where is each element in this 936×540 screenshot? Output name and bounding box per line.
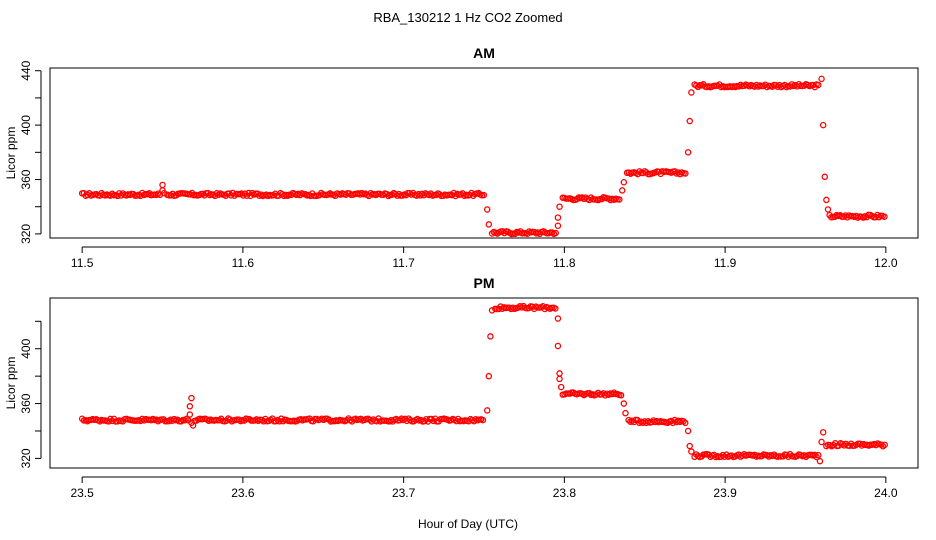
data-point xyxy=(556,375,563,383)
data-point xyxy=(488,307,496,314)
data-point xyxy=(78,415,86,423)
data-point xyxy=(189,422,197,429)
y-tick-label: 400 xyxy=(19,115,33,135)
x-tick-label: 23.9 xyxy=(713,486,737,500)
y-axis-label: Licor ppm xyxy=(4,357,18,410)
data-point xyxy=(557,383,565,391)
data-point xyxy=(682,419,689,427)
data-point xyxy=(483,206,491,213)
y-tick-label: 400 xyxy=(19,338,33,358)
data-point xyxy=(511,230,519,238)
data-point xyxy=(552,305,559,312)
x-tick-label: 23.6 xyxy=(231,486,255,500)
data-point xyxy=(556,203,563,210)
y-tick-label: 320 xyxy=(19,224,33,244)
panel-title: PM xyxy=(474,275,495,291)
x-tick-label: 11.8 xyxy=(553,256,576,270)
data-point xyxy=(618,187,626,194)
x-tick-label: 11.7 xyxy=(392,256,415,270)
plot-frame xyxy=(49,67,919,239)
plot-frame xyxy=(49,297,919,469)
data-point xyxy=(684,149,692,156)
data-point xyxy=(554,342,562,350)
data-point xyxy=(688,89,695,96)
x-axis-label: Hour of Day (UTC) xyxy=(418,517,518,531)
x-tick-label: 11.6 xyxy=(232,256,255,270)
data-point xyxy=(686,117,694,125)
y-tick-label: 360 xyxy=(19,393,33,413)
data-point xyxy=(682,170,689,177)
data-point xyxy=(240,192,247,199)
data-point xyxy=(586,389,593,397)
data-point xyxy=(688,448,695,455)
x-tick-label: 23.8 xyxy=(553,486,577,500)
data-point xyxy=(815,451,822,459)
data-point xyxy=(552,229,559,237)
data-point xyxy=(479,416,487,424)
data-point xyxy=(717,453,725,460)
y-tick-label: 320 xyxy=(19,448,33,468)
data-point xyxy=(686,442,694,450)
data-point xyxy=(625,416,632,424)
data-point xyxy=(694,83,702,91)
data-point xyxy=(819,121,827,129)
series-points xyxy=(78,302,888,465)
data-point xyxy=(824,206,832,213)
data-point xyxy=(818,438,825,446)
y-tick-label: 440 xyxy=(19,60,33,80)
data-point xyxy=(487,333,494,340)
x-tick-label: 11.5 xyxy=(71,256,94,270)
data-point xyxy=(554,222,562,230)
data-point xyxy=(622,409,629,417)
data-point xyxy=(159,181,166,189)
series-points xyxy=(78,75,888,238)
data-point xyxy=(819,429,827,436)
data-point xyxy=(617,392,625,399)
data-point xyxy=(821,173,829,181)
data-point xyxy=(554,315,562,322)
data-point xyxy=(160,189,168,197)
data-point xyxy=(818,75,825,83)
panel-title: AM xyxy=(473,45,495,61)
panel-am: AM 11.5 11.6 11.7 11.8 11.9 12.0 320 360 400 440 Li… xyxy=(4,45,919,270)
x-tick-label: 11.9 xyxy=(714,256,737,270)
x-tick-label: 23.5 xyxy=(70,486,94,500)
data-point xyxy=(485,221,493,228)
x-tick-label: 12.0 xyxy=(874,256,898,270)
data-point xyxy=(881,213,888,220)
data-point xyxy=(620,178,628,186)
data-point xyxy=(788,81,796,88)
data-point xyxy=(554,214,562,221)
data-point xyxy=(823,196,830,204)
x-tick-label: 23.7 xyxy=(392,486,416,500)
data-point xyxy=(186,411,194,418)
data-point xyxy=(556,370,563,377)
data-point xyxy=(813,453,820,461)
figure-title: RBA_130212 1 Hz CO2 Zoomed xyxy=(373,10,562,25)
data-point xyxy=(881,441,888,449)
data-point xyxy=(485,372,493,380)
data-point xyxy=(483,407,491,414)
y-tick-label: 360 xyxy=(19,169,33,189)
data-point xyxy=(816,457,824,465)
data-point xyxy=(188,394,195,402)
data-point xyxy=(616,196,623,203)
panel-pm: PM 23.5 23.6 23.7 23.8 23.9 24.0 320 360 400Licor… xyxy=(4,275,919,500)
data-point xyxy=(620,400,628,407)
x-tick-label: 24.0 xyxy=(874,486,898,500)
y-axis-label: Licor ppm xyxy=(4,127,18,180)
data-point xyxy=(186,403,194,410)
data-point xyxy=(480,191,488,199)
data-point xyxy=(815,81,822,89)
data-point xyxy=(684,427,692,435)
